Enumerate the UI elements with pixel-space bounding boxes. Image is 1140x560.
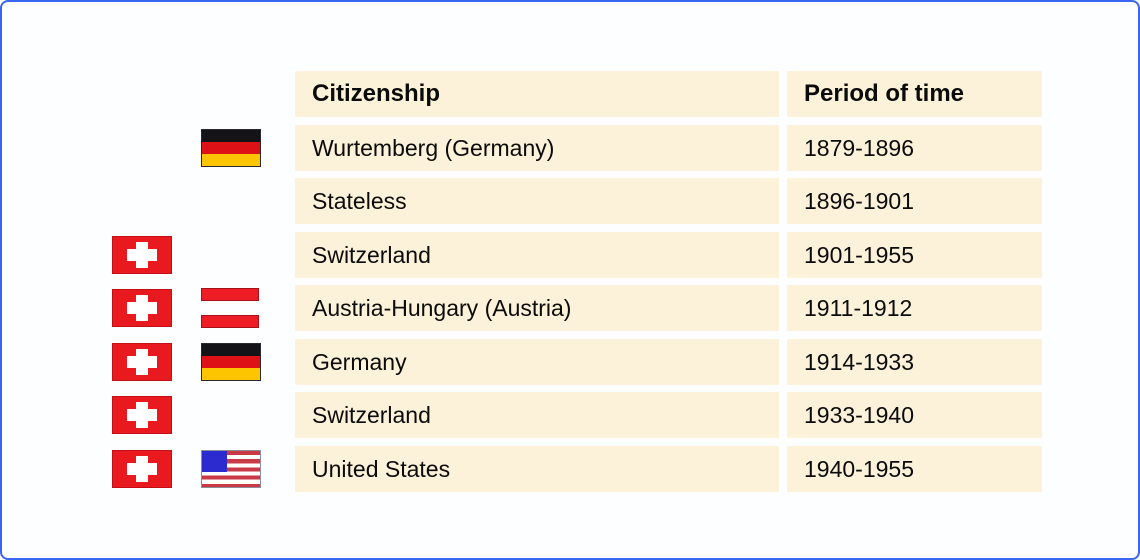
citizenship-cell: Wurtemberg (Germany) <box>295 124 779 171</box>
table-row: Wurtemberg (Germany) 1879-1896 <box>112 124 1042 171</box>
table-row: Switzerland 1901-1955 <box>112 231 1042 278</box>
table-row: Austria-Hungary (Austria) 1911-1912 <box>112 285 1042 331</box>
table-header-row: Citizenship Period of time <box>112 71 1042 117</box>
flag-slot-right <box>201 342 261 381</box>
citizenship-cell: Switzerland <box>295 231 779 278</box>
period-cell: 1901-1955 <box>787 231 1042 278</box>
swiss-flag-icon <box>112 235 172 274</box>
table-row: Switzerland 1933-1940 <box>112 392 1042 438</box>
citizenship-cell: Stateless <box>295 178 779 224</box>
swiss-flag-icon <box>112 289 172 327</box>
swiss-flag-icon <box>112 342 172 381</box>
germany-flag-icon <box>201 128 261 167</box>
period-cell: 1940-1955 <box>787 445 1042 492</box>
flag-slot-left <box>112 235 172 274</box>
period-cell: 1896-1901 <box>787 178 1042 224</box>
flag-slot-right <box>201 128 261 167</box>
column-header-citizenship: Citizenship <box>295 71 779 117</box>
austria-flag-icon <box>201 288 259 328</box>
period-cell: 1879-1896 <box>787 124 1042 171</box>
swiss-flag-icon <box>112 396 172 434</box>
flag-slot-left <box>112 449 172 488</box>
column-header-period: Period of time <box>787 71 1042 117</box>
table-row: Germany 1914-1933 <box>112 338 1042 385</box>
flag-slot-left <box>112 342 172 381</box>
citizenship-table: Citizenship Period of time Wurtemberg (G… <box>112 71 1042 499</box>
flag-slot-left <box>112 289 172 327</box>
citizenship-cell: Austria-Hungary (Austria) <box>295 285 779 331</box>
period-cell: 1914-1933 <box>787 338 1042 385</box>
flag-slot-right <box>201 449 261 488</box>
citizenship-cell: Germany <box>295 338 779 385</box>
table-row: United States 1940-1955 <box>112 445 1042 492</box>
table-row: Stateless 1896-1901 <box>112 178 1042 224</box>
flag-slot-right <box>201 288 261 328</box>
flag-slot-left <box>112 396 172 434</box>
period-cell: 1911-1912 <box>787 285 1042 331</box>
usa-flag-icon <box>201 449 261 488</box>
swiss-flag-icon <box>112 449 172 488</box>
period-cell: 1933-1940 <box>787 392 1042 438</box>
citizenship-cell: United States <box>295 445 779 492</box>
germany-flag-icon <box>201 342 261 381</box>
citizenship-cell: Switzerland <box>295 392 779 438</box>
